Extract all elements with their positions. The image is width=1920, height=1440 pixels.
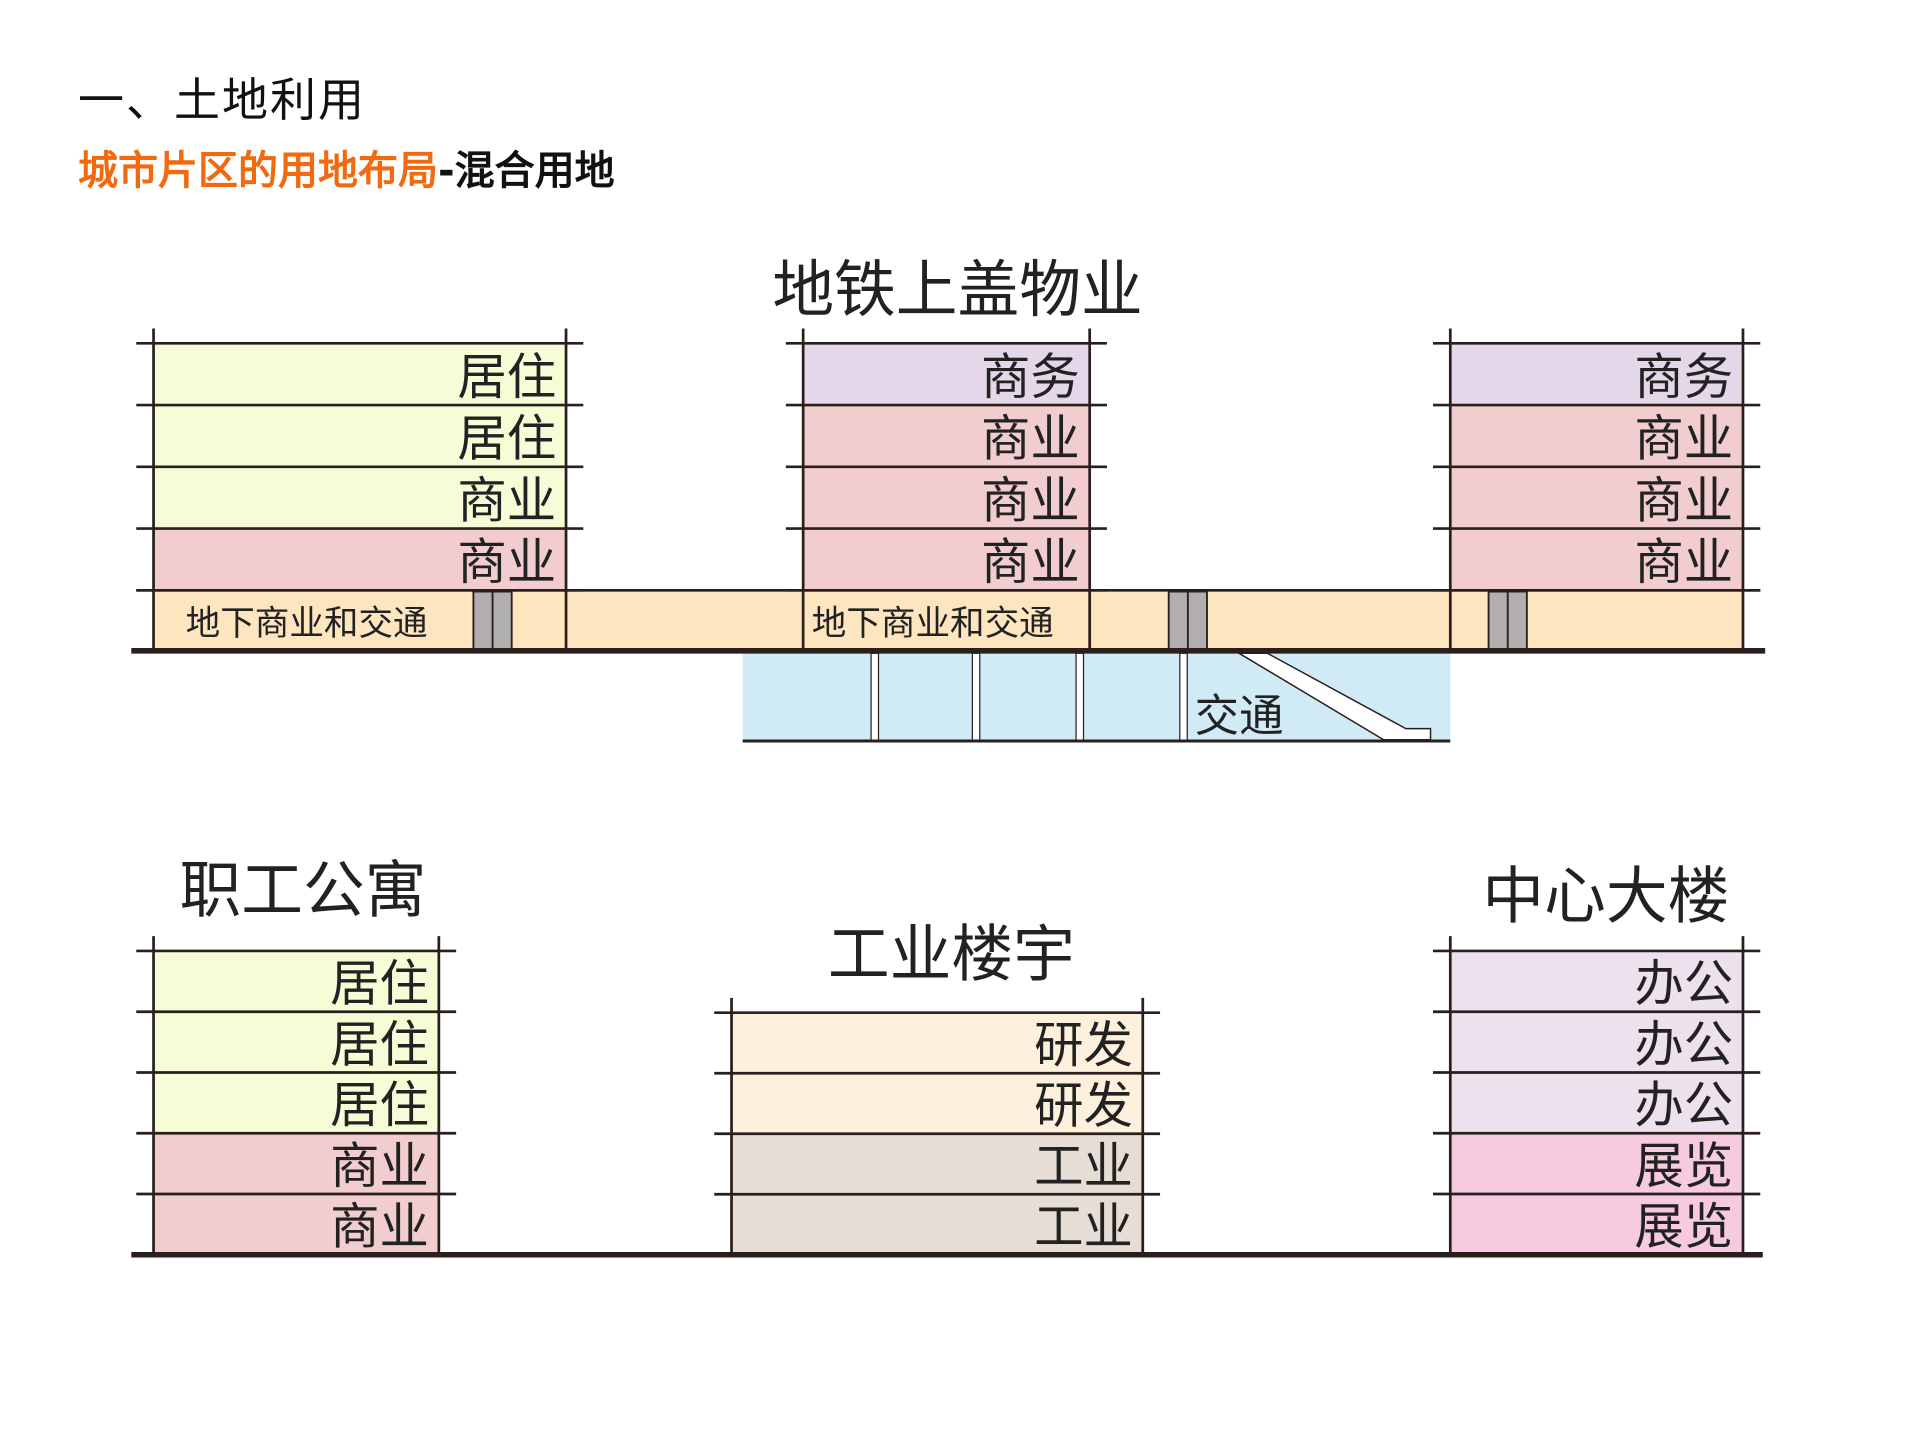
floor-exhibition bbox=[1450, 1133, 1743, 1194]
support-column bbox=[971, 652, 981, 742]
floor-label: 商务 bbox=[1634, 348, 1733, 406]
floor-commercial bbox=[1450, 466, 1743, 529]
floor-label: 研发 bbox=[1034, 1077, 1133, 1135]
floor-label: 居住 bbox=[457, 348, 556, 406]
floor-industry bbox=[731, 1133, 1143, 1195]
floor-office bbox=[1450, 1072, 1743, 1134]
floor-label: 展览 bbox=[1634, 1198, 1733, 1256]
subtitle: 城市片区的用地布局-混合用地 bbox=[78, 138, 615, 196]
floor-commercial bbox=[153, 1193, 439, 1255]
floor-residential bbox=[153, 950, 439, 1012]
floor-commercial bbox=[1450, 405, 1743, 467]
floor-label: 工业 bbox=[1034, 1198, 1133, 1256]
building-title: 职工公寓 bbox=[179, 854, 426, 926]
floor-label: 商业 bbox=[1634, 471, 1733, 529]
basement-level bbox=[153, 590, 1743, 651]
floor-industry bbox=[731, 1194, 1143, 1255]
floor-label: 商业 bbox=[457, 533, 556, 591]
underground-label: 交通 bbox=[1195, 691, 1284, 742]
floor-commercial bbox=[153, 1133, 439, 1194]
subtitle-rest: -混合用地 bbox=[438, 148, 615, 194]
floor-label: 居住 bbox=[330, 955, 429, 1013]
floor-label: 居住 bbox=[330, 1076, 429, 1134]
floor-label: 商业 bbox=[981, 533, 1080, 591]
floor-label: 商业 bbox=[330, 1137, 429, 1195]
floor-commercial bbox=[803, 528, 1090, 591]
floor-residential bbox=[153, 466, 567, 529]
floor-label: 商业 bbox=[330, 1198, 429, 1256]
floor-residential bbox=[153, 1072, 439, 1134]
floor-residential bbox=[153, 1011, 439, 1073]
floor-commercial bbox=[153, 528, 567, 591]
basement-label: 地下商业和交通 bbox=[186, 604, 428, 644]
floor-label: 办公 bbox=[1634, 1076, 1733, 1134]
floor-label: 居住 bbox=[457, 410, 556, 468]
floor-exhibition bbox=[1450, 1193, 1743, 1255]
floor-business bbox=[1450, 343, 1743, 406]
floor-business bbox=[803, 343, 1090, 406]
floor-residential bbox=[153, 343, 567, 406]
support-column bbox=[1075, 652, 1085, 742]
section-heading: 一、土地利用 bbox=[78, 73, 366, 127]
floor-label: 展览 bbox=[1634, 1137, 1733, 1195]
basement-label: 地下商业和交通 bbox=[812, 604, 1054, 644]
floor-label: 办公 bbox=[1634, 955, 1733, 1013]
floor-label: 研发 bbox=[1034, 1016, 1133, 1074]
floor-label: 商业 bbox=[1634, 533, 1733, 591]
section-title: 地铁上盖物业 bbox=[772, 254, 1142, 326]
floor-residential bbox=[153, 405, 567, 467]
floor-label: 办公 bbox=[1634, 1015, 1733, 1073]
floor-rnd bbox=[731, 1012, 1143, 1074]
building-title: 工业楼宇 bbox=[828, 919, 1075, 991]
floor-commercial bbox=[803, 466, 1090, 529]
floor-commercial bbox=[803, 405, 1090, 467]
support-column bbox=[870, 652, 880, 742]
building-title: 中心大楼 bbox=[1482, 861, 1729, 933]
floor-office bbox=[1450, 950, 1743, 1012]
floor-label: 商业 bbox=[981, 410, 1080, 468]
floor-office bbox=[1450, 1011, 1743, 1073]
floor-label: 商业 bbox=[981, 471, 1080, 529]
floor-label: 商业 bbox=[1634, 410, 1733, 468]
support-column bbox=[1179, 652, 1188, 742]
floor-label: 商务 bbox=[981, 348, 1080, 406]
floor-label: 商业 bbox=[457, 471, 556, 529]
floor-label: 工业 bbox=[1034, 1137, 1133, 1195]
floor-rnd bbox=[731, 1073, 1143, 1134]
floor-label: 居住 bbox=[330, 1015, 429, 1073]
subtitle-highlight: 城市片区的用地布局 bbox=[78, 148, 438, 194]
floor-commercial bbox=[1450, 528, 1743, 591]
